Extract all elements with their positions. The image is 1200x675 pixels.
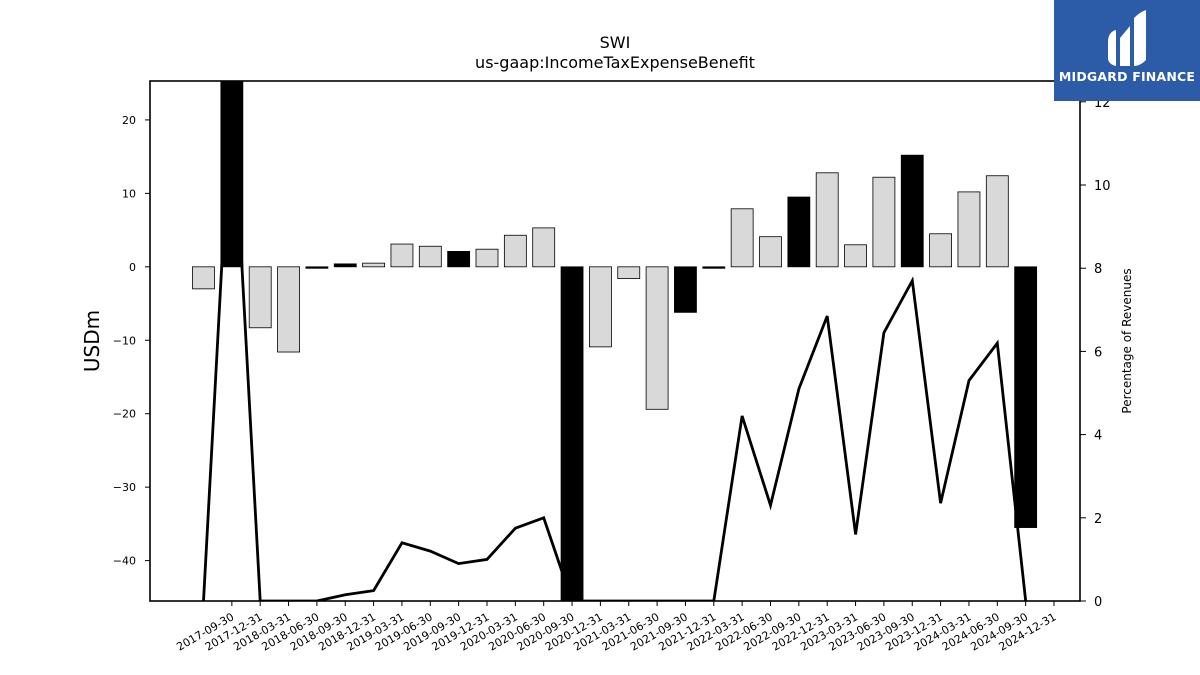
bar-2022-09-30 [759,236,782,268]
y-axis-label: USDm [80,310,104,372]
bar-2021-09-30 [645,266,669,410]
brand-logo-text: MIDGARD FINANCE [1058,69,1196,84]
y2-tick-label: 2 [1094,512,1102,527]
bar-2019-12-31 [447,250,471,268]
y-tick-label: −20 [113,408,136,421]
bar-2024-09-30 [985,175,1009,268]
midgard-logo-icon [1108,10,1146,66]
bar-2017-12-31 [220,81,244,268]
y2-tick-label: 6 [1094,345,1102,360]
bar-2023-03-31 [815,172,839,268]
bar-2023-09-30 [872,176,896,268]
bar-2020-09-30 [532,227,556,268]
chart-subtitle: us-gaap:IncomeTaxExpenseBenefit [475,53,755,72]
bar-2020-12-31 [560,266,584,601]
bar-2019-06-30 [390,243,414,268]
bar-2021-06-30 [617,266,641,279]
bar-2022-06-30 [730,208,754,268]
percentage-of-revenues-line [202,81,1028,601]
plot-frame [149,80,1081,602]
bar-2020-06-30 [503,234,527,268]
bar-2022-12-31 [787,196,811,268]
y2-axis-label: Percentage of Revenues [1120,268,1134,413]
y2-tick-label: 8 [1094,262,1102,277]
bar-2020-03-31 [475,248,499,268]
bar-2024-03-31 [929,233,952,268]
bar-2021-03-31 [589,266,612,348]
bar-layer [192,81,1038,601]
bar-2018-12-31 [333,263,357,268]
axes-layer: 20100−10−20−30−400246810122017-09-302017… [113,80,1111,654]
y-tick-label: −10 [113,334,136,347]
bar-2018-06-30 [277,266,300,353]
bar-2024-06-30 [957,191,981,268]
bar-2018-03-31 [248,266,272,329]
bar-2019-03-31 [362,262,386,268]
bar-2024-12-31 [1014,266,1038,528]
y2-tick-label: 10 [1094,179,1111,194]
y2-tick-label: 0 [1094,595,1102,610]
chart-title: SWI [600,33,631,52]
bar-2022-03-31 [702,266,726,269]
y2-tick-label: 4 [1094,429,1102,444]
y-tick-label: −30 [113,481,136,494]
y-tick-label: 20 [122,114,136,127]
bar-2018-09-30 [305,266,329,269]
y-tick-label: 0 [129,261,136,274]
y-tick-label: 10 [122,187,136,200]
line-layer [202,81,1028,601]
bar-2023-12-31 [900,154,924,268]
bar-2017-09-30 [192,266,215,290]
bar-2023-06-30 [844,244,867,268]
brand-logo: MIDGARD FINANCE [1054,0,1200,101]
bar-2021-12-31 [674,266,697,313]
bar-2019-09-30 [418,245,442,268]
y-tick-label: −40 [113,555,136,568]
